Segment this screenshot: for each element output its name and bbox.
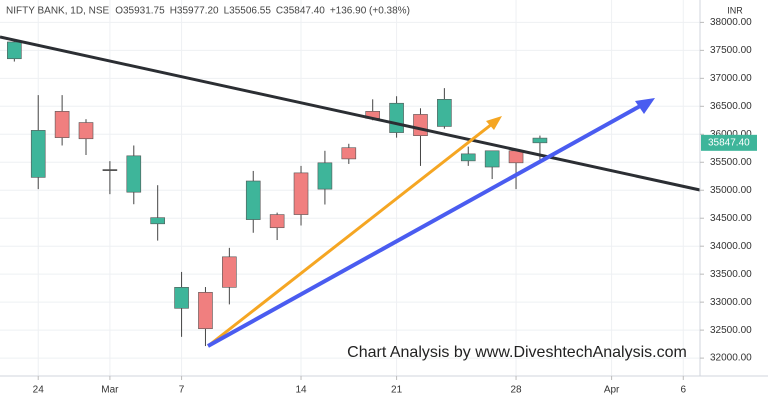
candle-body <box>30 130 46 178</box>
header: NIFTY BANK, 1D, NSE O35931.75 H35977.20 L35… <box>6 6 410 17</box>
x-tick-label: 6 <box>680 385 686 396</box>
header-value: L35506.55 <box>224 6 272 17</box>
y-tick-label: 32500.00 <box>710 325 752 336</box>
x-tick-label: 21 <box>391 385 403 396</box>
y-tick-label: 36500.00 <box>710 101 752 112</box>
last-price-label: 35847.40 <box>708 137 750 148</box>
candle-body <box>126 155 142 193</box>
candle-body <box>293 172 309 215</box>
candle-body <box>54 111 70 138</box>
x-tick-label: Apr <box>604 385 620 396</box>
orange-arrow-head <box>486 116 502 130</box>
y-tick-label: 35500.00 <box>710 157 752 168</box>
candle-body <box>508 150 524 164</box>
x-tick-label: Mar <box>101 385 119 396</box>
y-tick-label: 36000.00 <box>710 129 752 140</box>
x-tick-label: 14 <box>295 385 307 396</box>
y-tick-label: 38000.00 <box>710 17 752 28</box>
candle-body <box>245 180 261 220</box>
trend-line <box>0 35 701 192</box>
candle-body <box>102 169 118 171</box>
candle-body <box>389 102 404 133</box>
last-price-box <box>701 134 757 151</box>
candle-body <box>484 150 500 168</box>
orange-arrow <box>207 122 493 348</box>
y-tick-label: 35000.00 <box>710 185 752 196</box>
symbol: NIFTY BANK, 1D, NSE <box>6 6 110 17</box>
x-tick-label: 7 <box>179 385 185 396</box>
blue-arrow-head <box>635 98 655 114</box>
y-tick-label: 37500.00 <box>710 45 752 56</box>
x-tick-label: 24 <box>33 385 45 396</box>
header-value: C35847.40 <box>276 6 325 17</box>
y-tick-label: 34000.00 <box>710 241 752 252</box>
y-tick-label: 32000.00 <box>710 353 752 364</box>
candle-body <box>269 214 285 229</box>
candle-body <box>317 162 333 190</box>
candles <box>7 39 548 347</box>
blue-arrow <box>207 103 643 348</box>
currency: INR <box>727 5 743 15</box>
candle-body <box>222 256 237 288</box>
y-tick-label: 34500.00 <box>710 213 752 224</box>
y-tick-label: 37000.00 <box>710 73 752 84</box>
candle-body <box>460 153 476 162</box>
header-value: H35977.20 <box>170 6 219 17</box>
x-tick-label: 28 <box>510 385 522 396</box>
y-tick-label: 33000.00 <box>710 297 752 308</box>
candle-body <box>174 287 189 309</box>
candle-body <box>150 217 165 225</box>
header-value: +136.90 (+0.38%) <box>330 6 410 17</box>
candle-body <box>198 292 213 330</box>
candle-body <box>341 147 357 160</box>
watermark: Chart Analysis by www.DiveshtechAnalysis… <box>347 344 687 361</box>
y-tick-label: 33500.00 <box>710 269 752 280</box>
candle-body <box>78 122 94 140</box>
candle-body <box>7 41 22 60</box>
candle-body <box>437 99 452 127</box>
header-value: O35931.75 <box>115 6 165 17</box>
candle-body <box>413 114 428 136</box>
candle-body <box>532 137 548 144</box>
